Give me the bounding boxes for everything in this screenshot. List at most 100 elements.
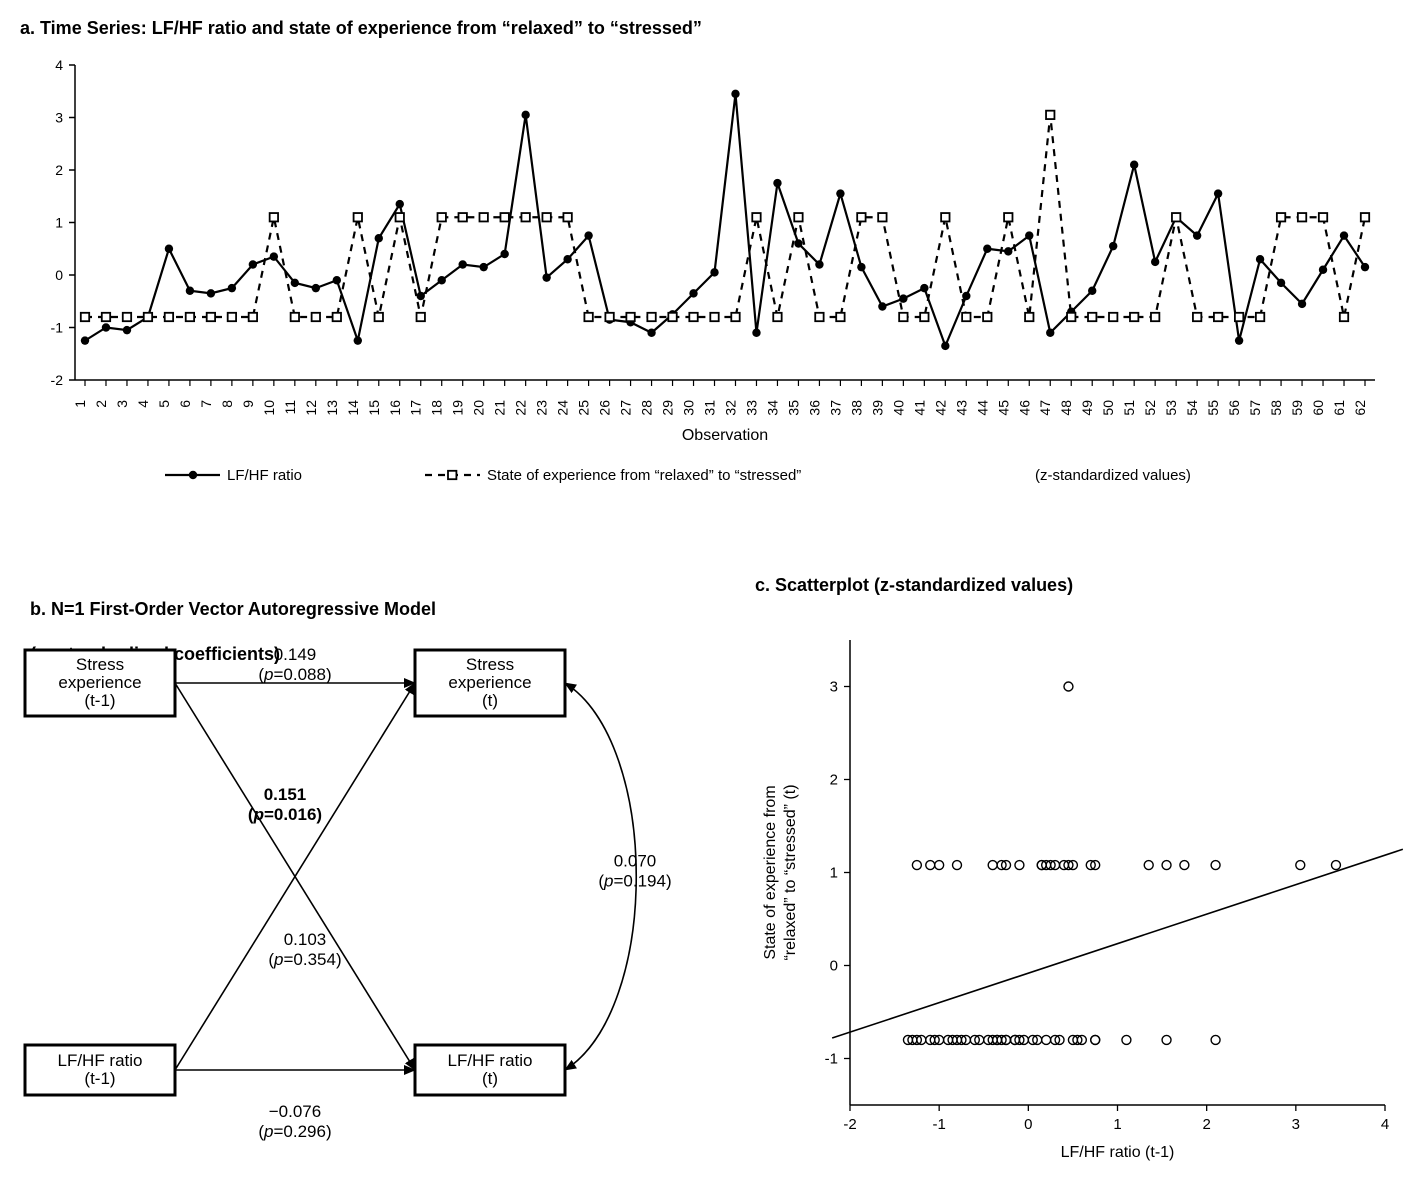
svg-text:55: 55 bbox=[1205, 400, 1221, 416]
svg-text:State of experience from: State of experience from bbox=[762, 785, 779, 959]
svg-text:0: 0 bbox=[1024, 1116, 1032, 1133]
svg-text:13: 13 bbox=[324, 400, 340, 416]
svg-text:“relaxed” to “stressed” (t): “relaxed” to “stressed” (t) bbox=[782, 784, 799, 960]
panel-c-title: c. Scatterplot (z-standardized values) bbox=[755, 575, 1073, 596]
svg-text:2: 2 bbox=[830, 772, 838, 789]
svg-text:28: 28 bbox=[639, 400, 655, 416]
svg-text:experience: experience bbox=[448, 673, 531, 692]
panel-b-title-line1: b. N=1 First-Order Vector Autoregressive… bbox=[30, 599, 436, 619]
svg-text:LF/HF ratio: LF/HF ratio bbox=[57, 1051, 142, 1070]
svg-text:(p=0.194): (p=0.194) bbox=[598, 872, 671, 891]
svg-text:Stress: Stress bbox=[466, 655, 514, 674]
svg-text:(t-1): (t-1) bbox=[84, 1069, 115, 1088]
svg-text:6: 6 bbox=[177, 400, 193, 408]
svg-text:37: 37 bbox=[827, 400, 843, 416]
svg-text:30: 30 bbox=[681, 400, 697, 416]
svg-text:40: 40 bbox=[890, 400, 906, 416]
svg-text:9: 9 bbox=[240, 400, 256, 408]
svg-text:0: 0 bbox=[830, 958, 838, 975]
svg-text:-1: -1 bbox=[51, 320, 64, 336]
svg-text:45: 45 bbox=[995, 400, 1011, 416]
svg-text:24: 24 bbox=[555, 400, 571, 416]
svg-text:0: 0 bbox=[55, 267, 63, 283]
svg-text:62: 62 bbox=[1352, 400, 1368, 416]
svg-text:10: 10 bbox=[261, 400, 277, 416]
svg-text:43: 43 bbox=[953, 400, 969, 416]
svg-text:34: 34 bbox=[764, 400, 780, 416]
svg-text:State of experience from “rela: State of experience from “relaxed” to “s… bbox=[487, 467, 801, 484]
svg-text:57: 57 bbox=[1247, 400, 1263, 416]
svg-text:(p=0.088): (p=0.088) bbox=[258, 665, 331, 684]
svg-text:5: 5 bbox=[156, 400, 172, 408]
svg-text:-1: -1 bbox=[825, 1051, 838, 1068]
panel-c-scatter: -2-101234-10123LF/HF ratio (t-1)State of… bbox=[755, 620, 1405, 1175]
svg-text:35: 35 bbox=[785, 400, 801, 416]
svg-text:LF/HF ratio (t-1): LF/HF ratio (t-1) bbox=[1061, 1144, 1175, 1161]
svg-text:3: 3 bbox=[55, 110, 63, 126]
svg-text:(p=0.296): (p=0.296) bbox=[258, 1122, 331, 1141]
svg-text:49: 49 bbox=[1079, 400, 1095, 416]
svg-text:42: 42 bbox=[932, 400, 948, 416]
svg-text:LF/HF ratio: LF/HF ratio bbox=[447, 1051, 532, 1070]
svg-text:36: 36 bbox=[806, 400, 822, 416]
svg-text:16: 16 bbox=[387, 400, 403, 416]
svg-text:LF/HF ratio: LF/HF ratio bbox=[227, 467, 302, 484]
svg-text:58: 58 bbox=[1268, 400, 1284, 416]
svg-text:21: 21 bbox=[492, 400, 508, 416]
svg-text:8: 8 bbox=[219, 400, 235, 408]
svg-text:1: 1 bbox=[55, 215, 63, 231]
svg-text:47: 47 bbox=[1037, 400, 1053, 416]
svg-text:-2: -2 bbox=[51, 372, 64, 388]
svg-text:0.151: 0.151 bbox=[264, 785, 307, 804]
panel-b-diagram: Stressexperience(t-1)Stressexperience(t)… bbox=[20, 625, 700, 1165]
svg-text:29: 29 bbox=[660, 400, 676, 416]
svg-text:(t): (t) bbox=[482, 691, 498, 710]
svg-text:19: 19 bbox=[450, 400, 466, 416]
svg-text:59: 59 bbox=[1289, 400, 1305, 416]
svg-text:26: 26 bbox=[597, 400, 613, 416]
svg-text:1: 1 bbox=[830, 865, 838, 882]
svg-text:23: 23 bbox=[534, 400, 550, 416]
svg-text:1: 1 bbox=[72, 400, 88, 408]
svg-text:−0.076: −0.076 bbox=[269, 1102, 321, 1121]
svg-text:-1: -1 bbox=[932, 1116, 945, 1133]
svg-text:3: 3 bbox=[114, 400, 130, 408]
svg-text:20: 20 bbox=[471, 400, 487, 416]
figure-page: { "panelA": { "title": "a. Time Series: … bbox=[0, 0, 1427, 1191]
svg-text:25: 25 bbox=[576, 400, 592, 416]
svg-text:0.149: 0.149 bbox=[274, 645, 317, 664]
svg-text:experience: experience bbox=[58, 673, 141, 692]
svg-text:(p=0.016): (p=0.016) bbox=[248, 805, 322, 824]
svg-text:3: 3 bbox=[830, 679, 838, 696]
svg-text:17: 17 bbox=[408, 400, 424, 416]
svg-text:11: 11 bbox=[282, 400, 298, 415]
svg-text:12: 12 bbox=[303, 400, 319, 416]
svg-text:31: 31 bbox=[702, 400, 718, 416]
svg-text:22: 22 bbox=[513, 400, 529, 416]
svg-text:0.103: 0.103 bbox=[284, 930, 327, 949]
svg-text:46: 46 bbox=[1016, 400, 1032, 416]
svg-text:33: 33 bbox=[743, 400, 759, 416]
svg-text:14: 14 bbox=[345, 400, 361, 416]
svg-text:0.070: 0.070 bbox=[614, 852, 657, 871]
svg-text:(p=0.354): (p=0.354) bbox=[268, 950, 341, 969]
svg-text:4: 4 bbox=[135, 400, 151, 408]
svg-text:2: 2 bbox=[1202, 1116, 1210, 1133]
svg-text:(t): (t) bbox=[482, 1069, 498, 1088]
svg-text:44: 44 bbox=[974, 400, 990, 416]
svg-text:Stress: Stress bbox=[76, 655, 124, 674]
svg-text:27: 27 bbox=[618, 400, 634, 416]
panel-a-chart: -2-1012341234567891011121314151617181920… bbox=[0, 0, 1415, 520]
svg-text:(t-1): (t-1) bbox=[84, 691, 115, 710]
svg-text:61: 61 bbox=[1331, 400, 1347, 416]
svg-text:4: 4 bbox=[55, 57, 63, 73]
svg-text:1: 1 bbox=[1113, 1116, 1121, 1133]
svg-text:(z-standardized values): (z-standardized values) bbox=[1035, 467, 1191, 484]
svg-text:52: 52 bbox=[1142, 400, 1158, 416]
svg-text:4: 4 bbox=[1381, 1116, 1389, 1133]
svg-text:18: 18 bbox=[429, 400, 445, 416]
svg-text:51: 51 bbox=[1121, 400, 1137, 416]
svg-text:Observation: Observation bbox=[682, 427, 768, 444]
svg-text:32: 32 bbox=[722, 400, 738, 416]
svg-text:60: 60 bbox=[1310, 400, 1326, 416]
